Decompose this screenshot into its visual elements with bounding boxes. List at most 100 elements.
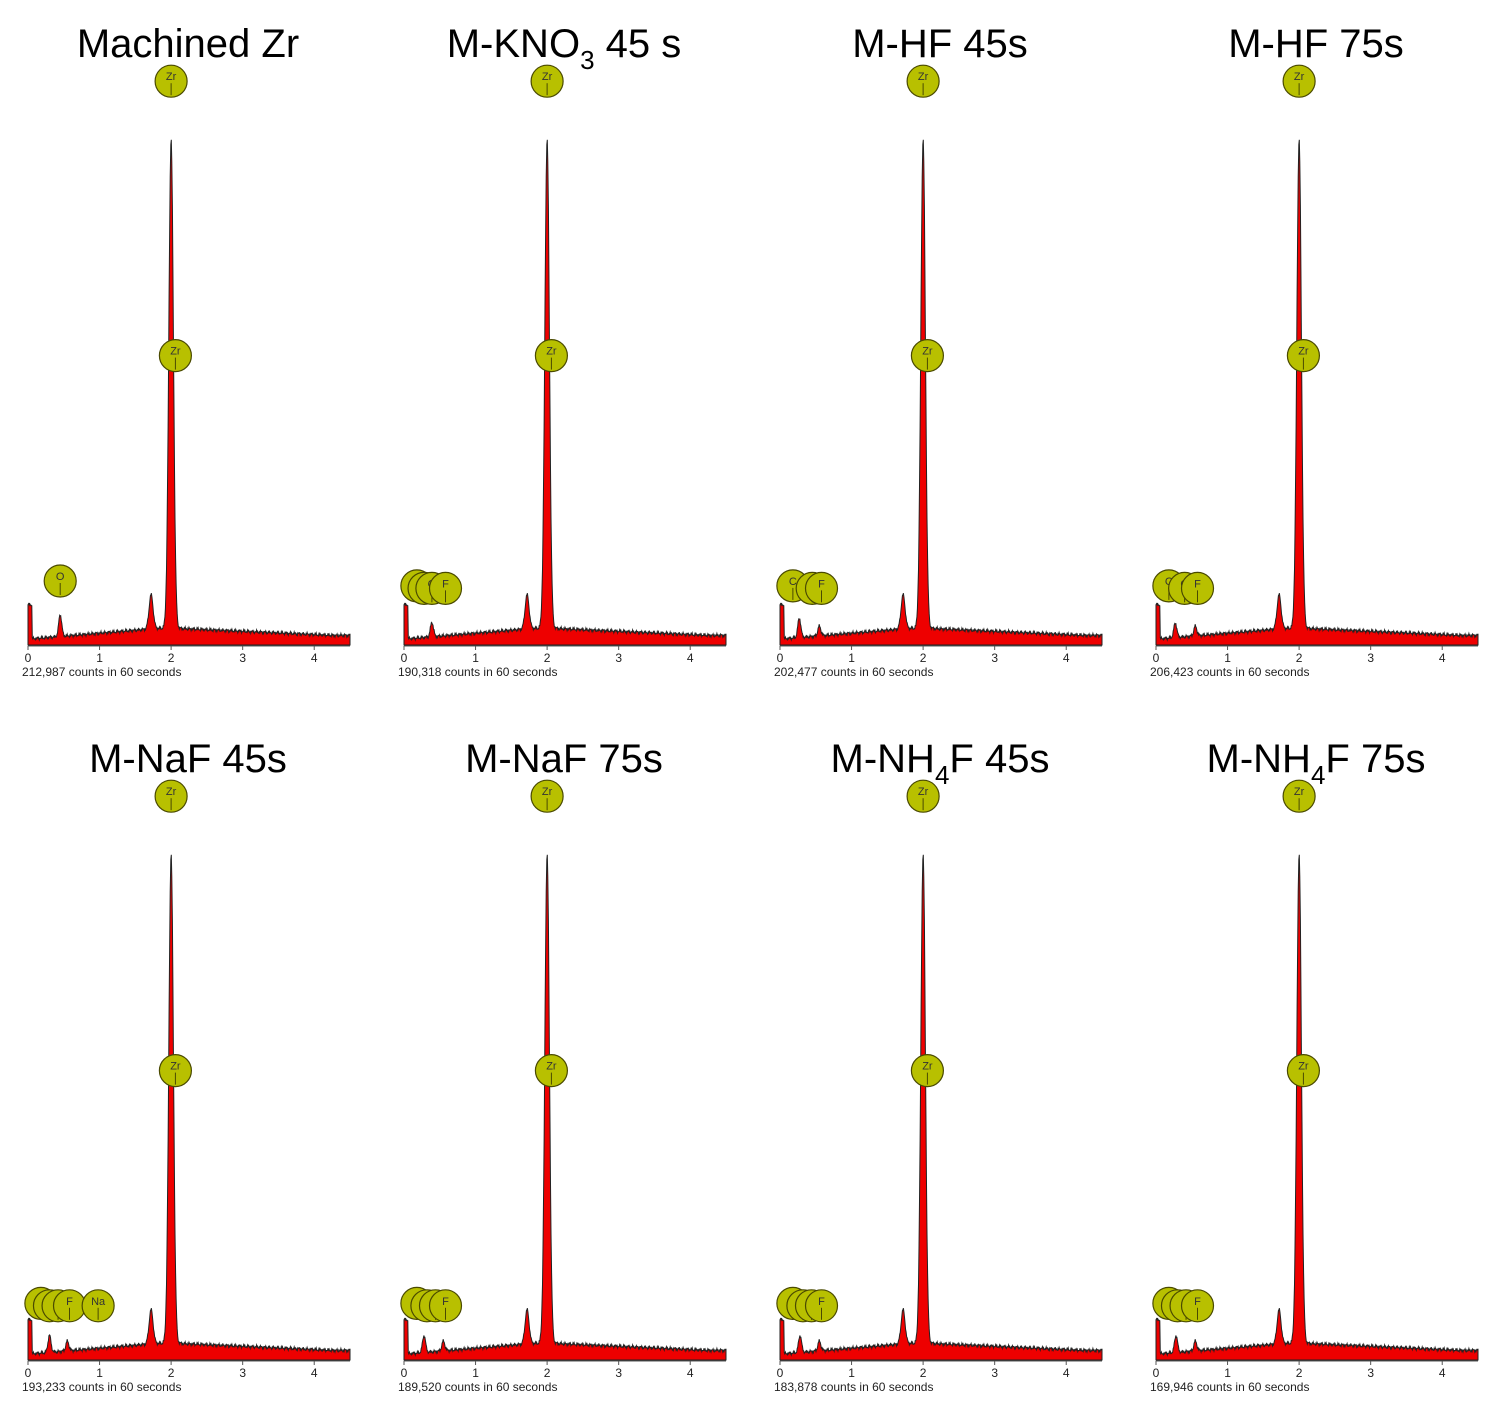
element-marker: Zr — [158, 1054, 193, 1088]
x-tick-label: 4 — [687, 651, 694, 665]
element-marker: O — [43, 564, 77, 598]
panel-title: M-HF 45s — [852, 22, 1028, 66]
x-tick-label: 2 — [1296, 1366, 1303, 1380]
spectrum-panel: M-HF 75s 0 1 2 3 4 206,423 counts in 60 secon… — [1128, 0, 1504, 700]
counts-label: 183,878 counts in 60 seconds — [774, 1380, 933, 1394]
element-marker: F — [52, 1289, 87, 1323]
element-marker: Zr — [906, 64, 940, 98]
counts-label: 206,423 counts in 60 seconds — [1150, 665, 1309, 679]
spectrum-area — [779, 854, 1103, 1361]
element-marker-label: Zr — [918, 71, 929, 83]
x-tick-label: 0 — [401, 1366, 408, 1380]
element-marker-label: F — [818, 578, 825, 590]
x-tick-label: 1 — [96, 651, 103, 665]
element-marker-label: F — [818, 1296, 825, 1308]
element-marker: Zr — [154, 64, 188, 98]
element-marker-label: Zr — [918, 786, 929, 798]
counts-label: 202,477 counts in 60 seconds — [774, 665, 933, 679]
spectrum-area — [27, 139, 351, 646]
panel-title: M-NH4F 45s — [830, 737, 1050, 790]
element-marker-label: Zr — [1294, 71, 1305, 83]
element-marker: Zr — [534, 1054, 569, 1088]
element-marker-label: Na — [91, 1296, 106, 1308]
element-marker-label: O — [56, 571, 65, 583]
element-marker: Na — [81, 1289, 115, 1323]
element-marker-label: Zr — [922, 346, 933, 358]
spectrum-panel: Machined Zr 0 1 2 3 4 212,987 counts in 60 se… — [0, 0, 376, 700]
element-marker-label: Zr — [922, 1061, 933, 1073]
element-marker: F — [804, 571, 839, 605]
x-tick-label: 1 — [848, 1366, 855, 1380]
counts-label: 190,318 counts in 60 seconds — [398, 665, 557, 679]
element-marker-label: F — [1194, 1296, 1201, 1308]
element-marker-label: Zr — [166, 71, 177, 83]
x-tick-label: 2 — [168, 651, 175, 665]
x-tick-label: 4 — [1063, 1366, 1070, 1380]
spectrum-area — [403, 854, 727, 1361]
element-marker: Zr — [910, 1054, 945, 1088]
x-tick-label: 2 — [920, 651, 927, 665]
element-marker: Zr — [1282, 779, 1316, 813]
x-tick-label: 4 — [311, 1366, 318, 1380]
element-marker: Zr — [906, 779, 940, 813]
element-marker-label: Zr — [546, 346, 557, 358]
panel-title: Machined Zr — [76, 22, 300, 66]
x-tick-label: 1 — [848, 651, 855, 665]
x-tick-label: 3 — [615, 1366, 622, 1380]
element-marker-label: F — [442, 1296, 449, 1308]
counts-label: 169,946 counts in 60 seconds — [1150, 1380, 1309, 1394]
element-marker: Zr — [1286, 1054, 1321, 1088]
element-marker: Zr — [534, 339, 569, 373]
element-marker-label: Zr — [170, 346, 181, 358]
spectrum-area — [779, 139, 1103, 646]
spectrum-area — [1155, 139, 1479, 646]
x-tick-label: 3 — [239, 651, 246, 665]
element-marker-label: Zr — [1298, 1061, 1309, 1073]
counts-label: 189,520 counts in 60 seconds — [398, 1380, 557, 1394]
x-tick-label: 1 — [1224, 651, 1231, 665]
spectrum-panel: M-NaF 75s 0 1 2 3 4 189,520 counts in 60 seco… — [376, 715, 752, 1415]
element-marker: Zr — [158, 339, 193, 373]
element-marker: Zr — [530, 64, 564, 98]
element-marker-label: Zr — [546, 1061, 557, 1073]
element-marker-label: C — [789, 576, 797, 588]
counts-label: 193,233 counts in 60 seconds — [22, 1380, 181, 1394]
element-marker: Zr — [910, 339, 945, 373]
x-tick-label: 0 — [1153, 1366, 1160, 1380]
panel-title: M-NaF 75s — [465, 737, 663, 781]
element-marker: F — [804, 1289, 839, 1323]
x-tick-label: 0 — [777, 651, 784, 665]
panel-title: M-NaF 45s — [89, 737, 287, 781]
element-marker-label: F — [66, 1296, 73, 1308]
x-tick-label: 2 — [544, 651, 551, 665]
x-tick-label: 3 — [1367, 1366, 1374, 1380]
spectrum-panel: M-KNO3 45 s 0 1 2 3 4 190,318 counts in 60 se… — [376, 0, 752, 700]
element-marker-label: F — [442, 578, 449, 590]
element-marker: Zr — [154, 779, 188, 813]
element-marker: Zr — [1282, 64, 1316, 98]
x-tick-label: 3 — [991, 1366, 998, 1380]
element-marker-label: Zr — [170, 1061, 181, 1073]
x-tick-label: 3 — [239, 1366, 246, 1380]
x-tick-label: 4 — [1063, 651, 1070, 665]
element-marker-label: F — [1194, 578, 1201, 590]
spectrum-panel: M-HF 45s 0 1 2 3 4 202,477 counts in 60 secon… — [752, 0, 1128, 700]
element-marker: F — [1180, 571, 1215, 605]
spectrum-area — [403, 139, 727, 646]
x-tick-label: 4 — [1439, 651, 1446, 665]
panel-title: M-KNO3 45 s — [446, 22, 682, 75]
element-marker-label: Zr — [1294, 786, 1305, 798]
panel-title: M-NH4F 75s — [1206, 737, 1426, 790]
x-tick-label: 2 — [920, 1366, 927, 1380]
element-marker-label: C — [1165, 576, 1173, 588]
element-marker-label: Zr — [166, 786, 177, 798]
x-tick-label: 3 — [615, 651, 622, 665]
x-tick-label: 0 — [1153, 651, 1160, 665]
x-tick-label: 4 — [687, 1366, 694, 1380]
element-marker: Zr — [1286, 339, 1321, 373]
